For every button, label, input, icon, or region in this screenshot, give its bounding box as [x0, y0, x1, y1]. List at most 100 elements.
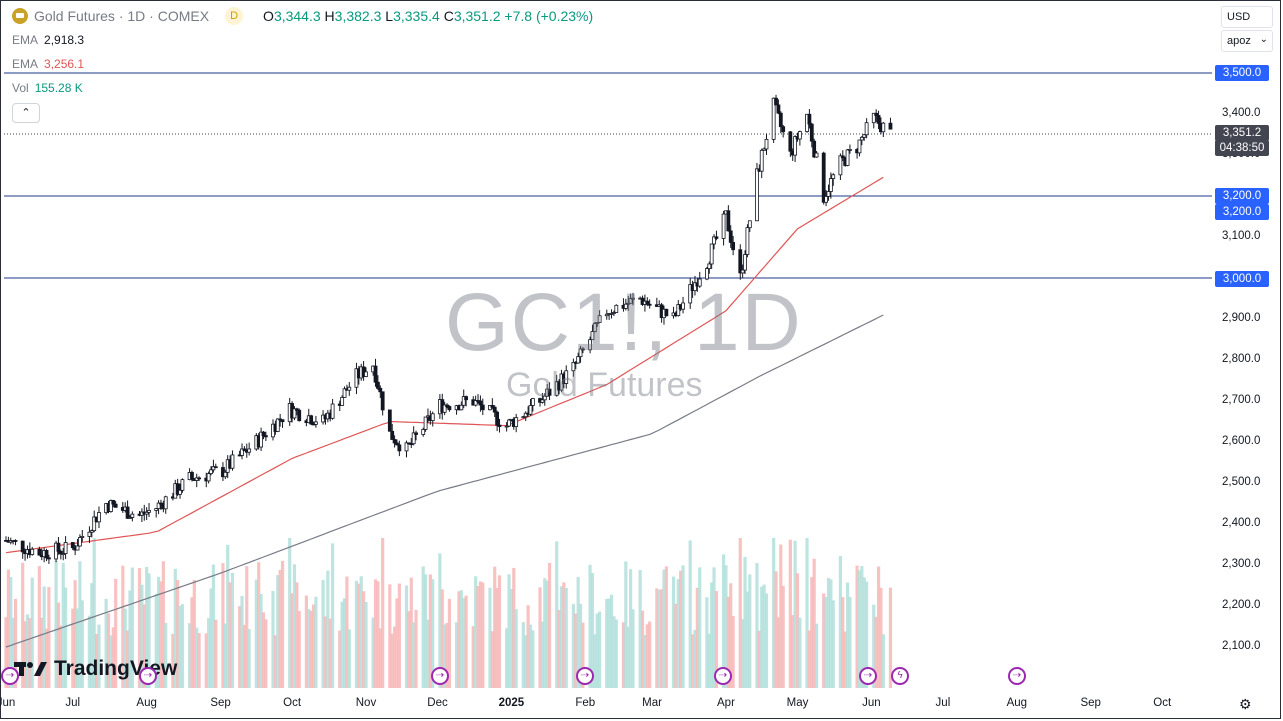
volume-bar [507, 574, 511, 688]
lightning-icon[interactable]: ϟ [891, 667, 909, 685]
price-label-3500: 3,500.0 [1215, 65, 1269, 81]
scale-mode-select[interactable]: apoz ⌄ [1221, 30, 1273, 52]
volume-bar [593, 634, 597, 688]
volume-bar [30, 577, 34, 688]
volume-bar [657, 589, 661, 688]
volume-bar [142, 604, 146, 688]
volume-bar [240, 595, 244, 688]
candle-body [540, 399, 545, 403]
symbol-title[interactable]: Gold Futures · 1D · COMEX [34, 8, 210, 24]
candle [280, 419, 285, 428]
volume-bar [805, 538, 809, 688]
candle [87, 526, 92, 544]
candle-body [206, 473, 211, 482]
volume-bar [454, 622, 459, 688]
volume-bar [731, 615, 735, 688]
price-tick-label: 3,100.0 [1222, 230, 1261, 242]
candle-body [340, 397, 345, 406]
gear-icon[interactable]: ⚙ [1239, 696, 1252, 712]
candle-body [814, 152, 819, 158]
volume-bar [390, 633, 394, 688]
volume-bar [643, 634, 647, 688]
time-tick-label: May [786, 697, 809, 709]
symbol-header[interactable]: Gold Futures · 1D · COMEX D O3,344.3 H3,… [12, 7, 593, 25]
event-marker-icon[interactable]: ⇢ [1, 667, 19, 685]
candle-body [364, 371, 368, 377]
volume-bar [254, 579, 258, 688]
volume-bar [640, 610, 645, 688]
volume-bar [328, 618, 332, 688]
candle-body [604, 313, 609, 317]
candle [490, 398, 495, 410]
candle-body [771, 97, 776, 140]
candle-body [857, 139, 862, 154]
candle [409, 438, 414, 448]
candle-body [376, 381, 380, 389]
candle [445, 403, 449, 409]
volume-bar [879, 587, 883, 688]
candle [108, 499, 113, 513]
candle-body [778, 112, 783, 128]
volume-bar [688, 540, 692, 688]
delay-badge[interactable]: D [225, 7, 244, 25]
candle [864, 118, 869, 139]
volume-bar [693, 629, 697, 688]
currency-select[interactable]: USD [1221, 6, 1273, 28]
candle [588, 336, 592, 354]
volume-bar [295, 582, 299, 688]
candle-body [578, 348, 583, 358]
candle-body [647, 303, 652, 306]
candle [812, 138, 817, 159]
indicator-ema-50[interactable]: EMA 3,256.1 [12, 57, 85, 71]
candle [263, 431, 268, 442]
event-marker-icon[interactable]: ⇢ [859, 667, 877, 685]
volume-bar [478, 581, 483, 688]
candle-body [597, 315, 602, 323]
volume-bar [621, 622, 626, 688]
price-tick-label: 2,200.0 [1222, 599, 1261, 611]
volume-bar [4, 617, 8, 688]
candle [130, 511, 135, 522]
indicator-ema-200[interactable]: EMA 2,918.3 [12, 33, 85, 47]
event-marker-icon[interactable]: ⇢ [139, 667, 157, 685]
candle-body [776, 104, 781, 114]
volume-bar [297, 611, 301, 688]
time-tick-label: 2025 [498, 697, 525, 709]
volume-bar [495, 587, 499, 688]
candle-body [56, 542, 61, 552]
volume-bar [531, 630, 535, 688]
candle [871, 112, 876, 129]
volume-bar [428, 574, 432, 688]
candle-body [581, 348, 585, 351]
candle-body [697, 278, 702, 287]
candle [523, 411, 528, 422]
event-marker-icon[interactable]: ⇢ [431, 667, 449, 685]
countdown-label: 04:38:50 [1215, 140, 1269, 156]
candle [814, 151, 819, 158]
event-marker-icon[interactable]: ⇢ [576, 667, 594, 685]
volume-bar [378, 628, 382, 688]
time-tick-label: Dec [427, 697, 448, 709]
volume-bar [56, 602, 61, 688]
candle-body [845, 149, 850, 166]
price-label-3200-b: 3,200.0 [1215, 204, 1269, 220]
volume-bar [238, 606, 242, 688]
chevron-up-icon[interactable]: ⌃ [12, 103, 40, 123]
candle [156, 500, 161, 515]
candle [876, 110, 881, 130]
volume-bar [526, 605, 530, 688]
candle [755, 162, 759, 222]
indicator-volume[interactable]: Vol 155.28 K [12, 81, 83, 95]
volume-bar [307, 609, 311, 688]
candle [612, 310, 616, 317]
event-marker-icon[interactable]: ⇢ [1008, 667, 1026, 685]
volume-bar [44, 628, 49, 688]
candle [762, 147, 767, 151]
candle [259, 427, 263, 452]
volume-bar [443, 624, 447, 688]
candle [144, 507, 149, 520]
candle-body [108, 500, 113, 512]
time-tick-label: Apr [717, 697, 735, 709]
event-marker-icon[interactable]: ⇢ [714, 667, 732, 685]
